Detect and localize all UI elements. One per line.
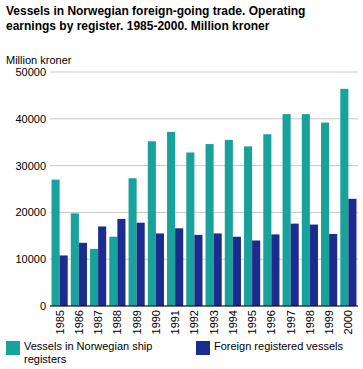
- bars: [52, 89, 357, 306]
- x-tick-label: 2000: [342, 310, 354, 334]
- bar: [206, 144, 214, 306]
- bar: [117, 219, 125, 306]
- bar: [90, 249, 98, 306]
- bar: [225, 140, 233, 306]
- x-tick-label: 1993: [208, 310, 220, 334]
- bar: [271, 234, 279, 306]
- legend-label: Foreign registered vessels: [214, 340, 359, 353]
- bar: [321, 123, 329, 306]
- bar: [148, 141, 156, 306]
- y-tick-label: 50000: [15, 66, 46, 78]
- x-tick-label: 1997: [285, 310, 297, 334]
- legend-label: Vessels in Norwegian ship registers: [24, 340, 174, 366]
- bar: [175, 228, 183, 306]
- bar: [52, 180, 60, 306]
- bar: [60, 255, 68, 306]
- grid-line: [50, 306, 358, 307]
- bar: [71, 213, 79, 306]
- bar: [156, 233, 164, 306]
- bar: [214, 233, 222, 306]
- y-label: Million kroner: [6, 54, 72, 66]
- y-tick-label: 10000: [15, 253, 46, 265]
- bar: [329, 234, 337, 306]
- y-tick-label: 20000: [15, 206, 46, 218]
- x-tick-label: 1989: [131, 310, 143, 334]
- x-tick-label: 1995: [246, 310, 258, 334]
- bar: [310, 225, 318, 306]
- grid-line: [50, 72, 358, 73]
- x-tick-label: 1988: [111, 310, 123, 334]
- bar: [348, 199, 356, 306]
- bar: [79, 243, 87, 306]
- bar: [109, 237, 117, 306]
- x-tick-label: 1999: [323, 310, 335, 334]
- x-tick-label: 1986: [73, 310, 85, 334]
- grid-line: [50, 165, 358, 166]
- x-tick-label: 1992: [188, 310, 200, 334]
- bar: [340, 89, 348, 306]
- x-tick-label: 1985: [54, 310, 66, 334]
- y-tick-label: 0: [40, 300, 46, 312]
- y-tick-label: 40000: [15, 113, 46, 125]
- bar: [252, 240, 260, 306]
- bar: [244, 146, 252, 306]
- bar: [263, 134, 271, 306]
- bar: [194, 235, 202, 306]
- grid-line: [50, 212, 358, 213]
- title: Vessels in Norwegian foreign-going trade…: [6, 4, 356, 34]
- x-tick-label: 1994: [227, 310, 239, 334]
- bar: [302, 114, 310, 306]
- bar: [186, 152, 194, 306]
- x-tick-label: 1996: [265, 310, 277, 334]
- x-tick-label: 1990: [150, 310, 162, 334]
- y-tick-label: 30000: [15, 160, 46, 172]
- legend-swatch: [6, 341, 20, 355]
- grid-line: [50, 118, 358, 119]
- bar: [129, 178, 137, 306]
- bar: [98, 226, 106, 306]
- x-tick-label: 1991: [169, 310, 181, 334]
- x-tick-label: 1987: [92, 310, 104, 334]
- x-axis: [50, 306, 358, 307]
- bar: [137, 223, 145, 306]
- legend-swatch: [196, 341, 210, 355]
- bar: [233, 237, 241, 306]
- x-tick-label: 1998: [304, 310, 316, 334]
- bar: [291, 224, 299, 306]
- bar: [167, 132, 175, 306]
- bar: [283, 114, 291, 306]
